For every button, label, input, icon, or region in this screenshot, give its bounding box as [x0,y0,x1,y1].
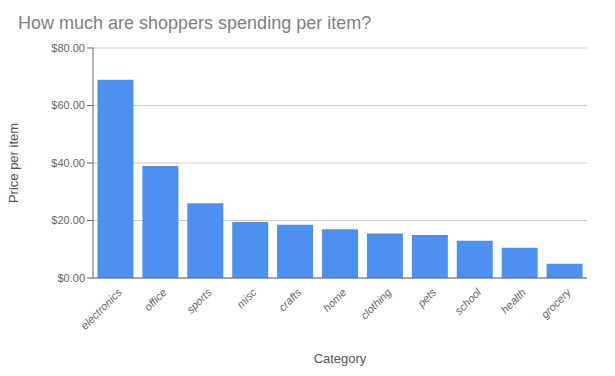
svg-text:grocery: grocery [539,285,574,320]
svg-text:home: home [321,286,349,314]
svg-text:$40.00: $40.00 [51,157,85,169]
svg-text:school: school [452,286,483,317]
svg-text:misc: misc [234,286,259,311]
svg-text:$0.00: $0.00 [57,272,85,284]
svg-text:health: health [498,286,528,316]
svg-text:crafts: crafts [276,286,304,314]
svg-text:pets: pets [414,286,438,310]
svg-text:$60.00: $60.00 [51,99,85,111]
svg-text:electronics: electronics [78,286,124,332]
svg-text:Price per item: Price per item [8,123,21,203]
svg-text:$80.00: $80.00 [51,42,85,54]
svg-text:clothing: clothing [358,285,394,321]
html-text:How much are shoppers spending: How much are shoppers spending per item? [18,13,372,33]
svg-text:office: office [142,286,169,313]
svg-text:Category: Category [314,351,367,366]
svg-text:$20.00: $20.00 [51,214,85,226]
svg-text:sports: sports [184,286,214,316]
